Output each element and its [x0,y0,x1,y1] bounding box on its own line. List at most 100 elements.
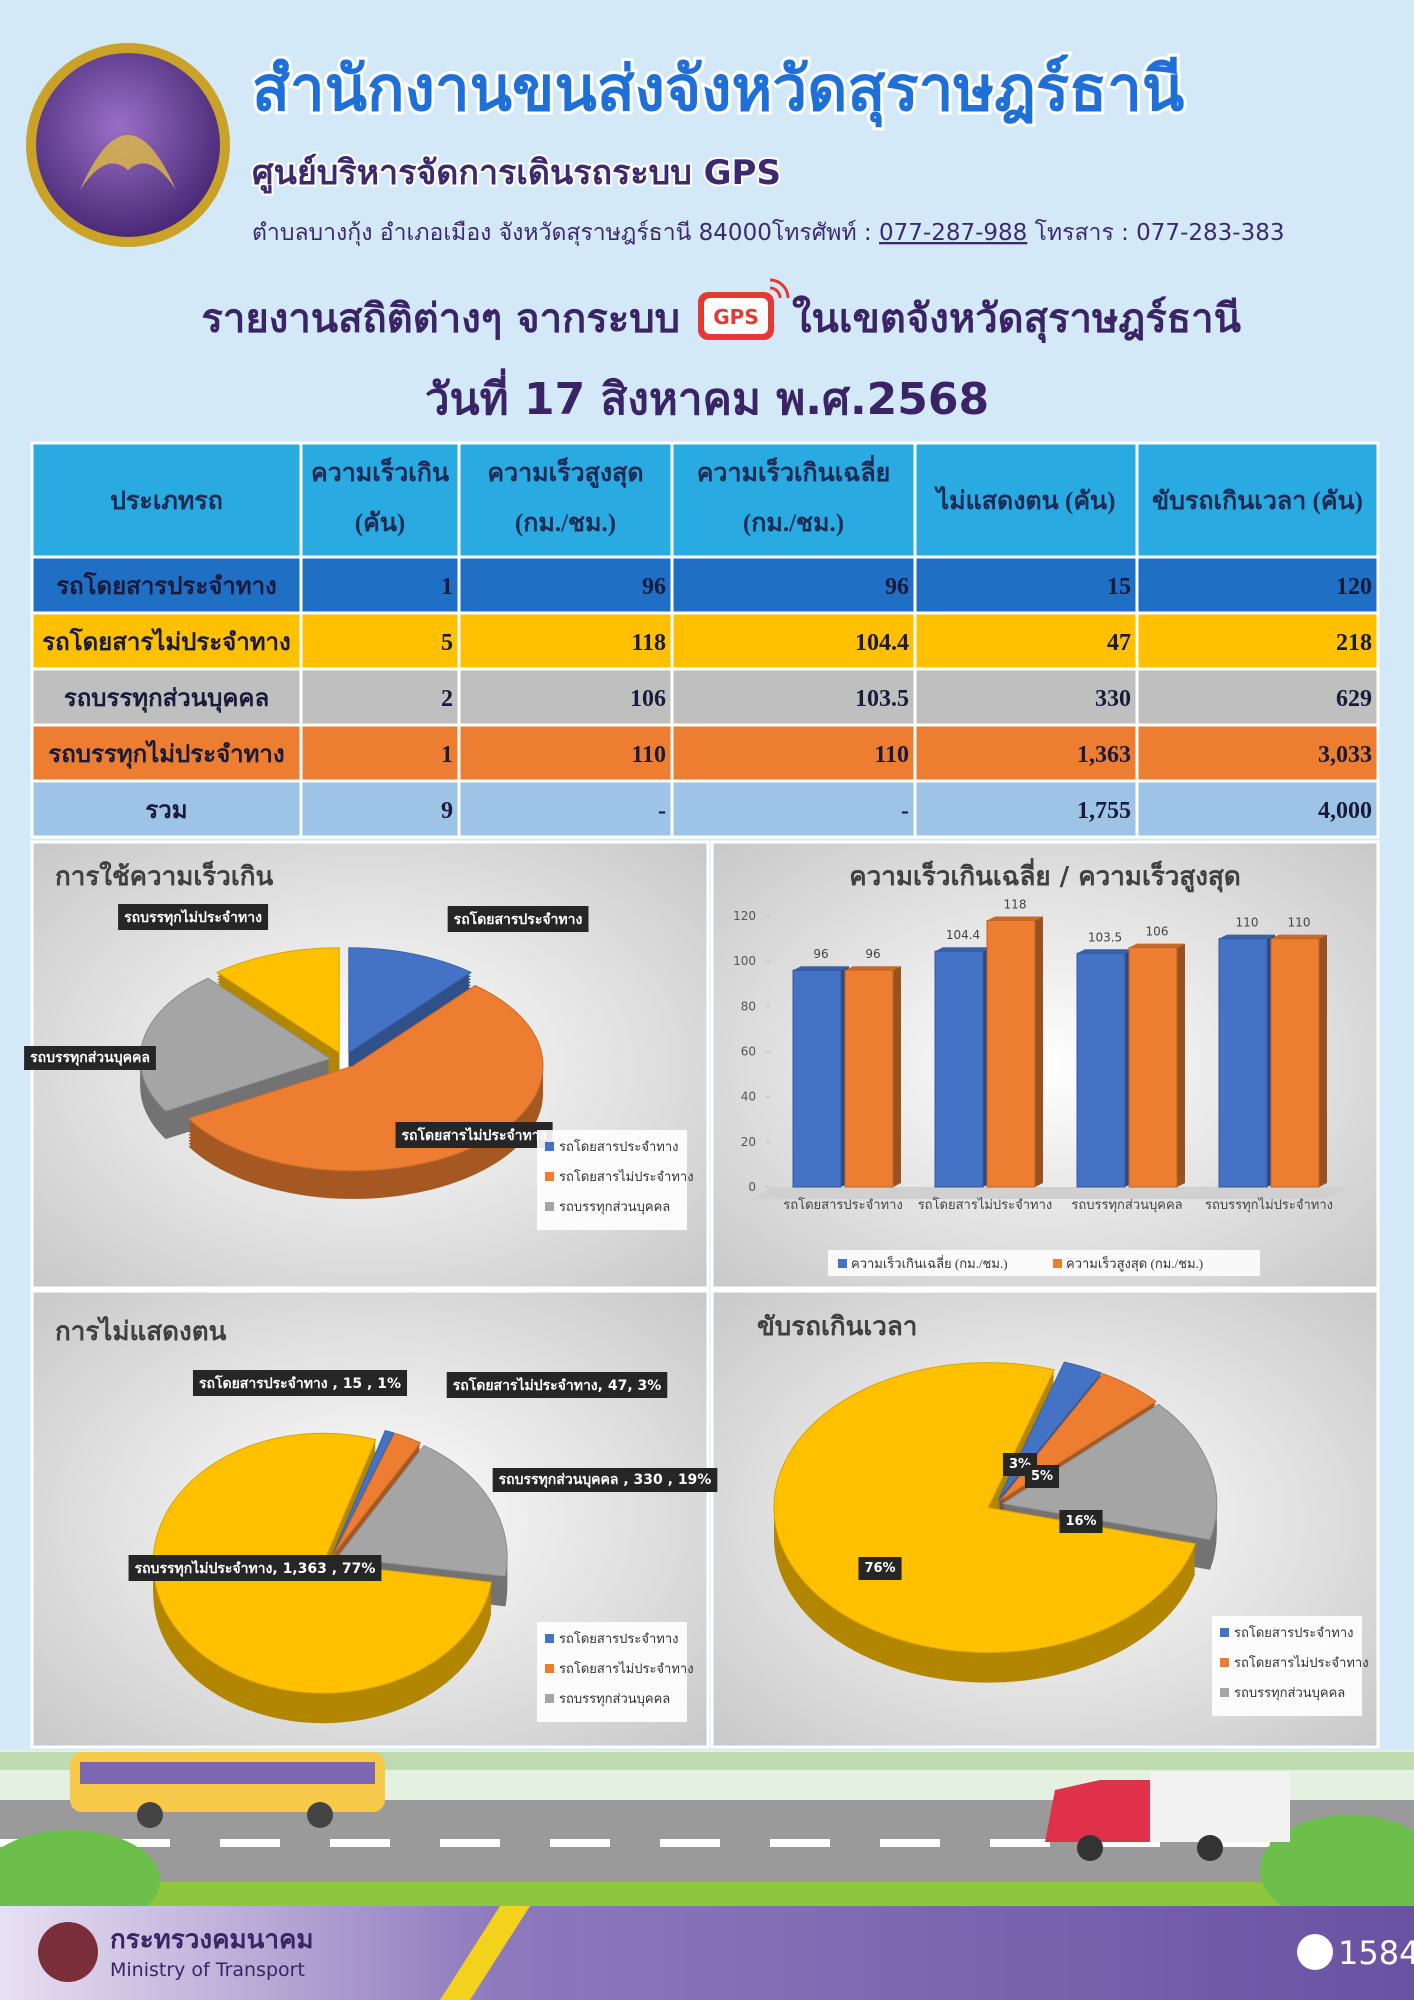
table-cell-text: รถโดยสารประจำทาง [56,571,277,600]
table-cell-text: 3,033 [1318,742,1372,768]
value-label: 110 [1236,916,1259,930]
report-title: รายงานสถิติต่างๆ จากระบบ [201,296,680,342]
table-cell-text: 330 [1095,686,1131,712]
data-label: รถบรรทุกส่วนบุคคล [30,1050,150,1066]
table-cell-text: 103.5 [855,686,909,712]
table-cell-text: 110 [631,742,666,768]
table-cell [670,555,917,615]
slice [332,1430,395,1555]
chart-title: ขับรถเกินเวลา [757,1312,917,1342]
gps-icon-text: GPS [713,305,758,329]
table-cell [670,723,917,783]
slice [216,947,340,1054]
y-tick-label: 80 [741,999,756,1013]
table-cell-text: 2 [441,686,453,712]
bar-top [1077,949,1133,954]
data-label-box [447,906,589,932]
chart-title: การไม่แสดงตน [55,1315,227,1347]
legend-label: รถโดยสารประจำทาง [559,1139,678,1154]
table-cell-text: 9 [441,798,453,824]
legend-swatch [545,1172,554,1181]
table-cell-text: 104.4 [855,630,909,656]
bar-side [1319,934,1327,1187]
data-label: 5% [1031,1469,1053,1484]
wheel [1077,1835,1103,1861]
address: ตำบลบางกุ้ง อำเภอเมือง จังหวัดสุราษฎร์ธา… [252,219,1284,246]
bar [934,950,984,1188]
bush [1260,1815,1414,1925]
table-cell-text: รถโดยสารไม่ประจำทาง [42,627,290,656]
data-label: รถบรรทุกไม่ประจำทาง [124,908,262,926]
data-label-box [492,1468,718,1492]
table-header-cell [1135,441,1380,559]
truck-cab [1045,1780,1150,1842]
legend-swatch [838,1259,847,1268]
table-cell-text: - [658,798,666,824]
bar-top [987,916,1043,921]
bar-top [1129,943,1185,948]
bar [1218,938,1268,1188]
table-header-cell [299,441,461,559]
legend-swatch [1220,1628,1229,1637]
legend-swatch [545,1202,554,1211]
legend-label: รถบรรทุกส่วนบุคคล [559,1199,670,1215]
table-cell [299,555,461,615]
slice [773,1362,1196,1654]
x-tick-label: รถโดยสารประจำทาง [783,1197,902,1212]
fax: โทรสาร : 077-283-383 [1027,219,1284,246]
legend-label: รถบรรทุกส่วนบุคคล [1234,1685,1345,1701]
gps-icon-screen [704,298,768,334]
data-label: รถโดยสารประจำทาง [454,910,583,928]
legend-swatch [545,1634,554,1643]
report-area: ในเขตจังหวัดสุราษฎร์ธานี [792,295,1241,344]
chart-title: การใช้ความเร็วเกิน [55,860,273,892]
bar-side [893,966,901,1187]
bar-top [935,947,991,952]
bar [1076,952,1126,1188]
table-cell-text: 15 [1107,574,1131,600]
ministry-en: Ministry of Transport [110,1959,305,1981]
legend-box [1212,1616,1362,1716]
call-center: 1584 [1338,1934,1414,1972]
table-header-text: (คัน) [355,510,405,537]
truck-trailer [1150,1772,1290,1842]
data-label: รถโดยสารไม่ประจำทาง [402,1126,547,1144]
report-date: วันที่ 17 สิงหาคม พ.ศ.2568 [425,368,989,425]
value-label: 96 [865,947,880,961]
legend-label: รถโดยสารประจำทาง [559,1631,678,1646]
legend-label: รถโดยสารไม่ประจำทาง [559,1661,694,1676]
legend-swatch [545,1664,554,1673]
wheel [1197,1835,1223,1861]
table-cell-text: รถบรรทุกไม่ประจำทาง [48,739,284,770]
legend-swatch [1220,1658,1229,1667]
table-cell-text: 120 [1336,574,1372,600]
data-label-box [858,1557,902,1580]
table-cell [1135,779,1380,839]
chart-title: ความเร็วเกินเฉลี่ย / ความเร็วสูงสุด [849,857,1240,893]
data-label: รถบรรทุกส่วนบุคคล , 330 , 19% [499,1472,712,1488]
gps-signal [769,278,790,299]
bar [792,969,842,1188]
slice [336,1444,508,1577]
slice [139,977,332,1112]
y-tick-label: 60 [741,1045,756,1059]
table-cell [457,779,674,839]
legend-box [828,1250,1260,1276]
data-label-box [446,1372,668,1398]
data-label-box [1059,1510,1103,1533]
ministry-logo [38,1922,98,1982]
ministry-th: กระทรวงคมนาคม [110,1925,314,1955]
legend-swatch [1053,1259,1062,1268]
value-label: 96 [813,947,828,961]
charts: การใช้ความเร็วเกินรถโดยสารประจำทางรถโดยส… [24,857,1369,1724]
value-label: 103.5 [1088,930,1122,944]
bar-top [845,966,901,971]
call-icon [1297,1934,1333,1970]
data-label-box [395,1122,553,1148]
bar [1270,938,1320,1188]
footer-stripe [440,1906,530,2000]
x-tick-label: รถโดยสารไม่ประจำทาง [918,1197,1053,1212]
table-cell-text: 106 [630,686,666,712]
legend-label: รถบรรทุกส่วนบุคคล [559,1691,670,1707]
